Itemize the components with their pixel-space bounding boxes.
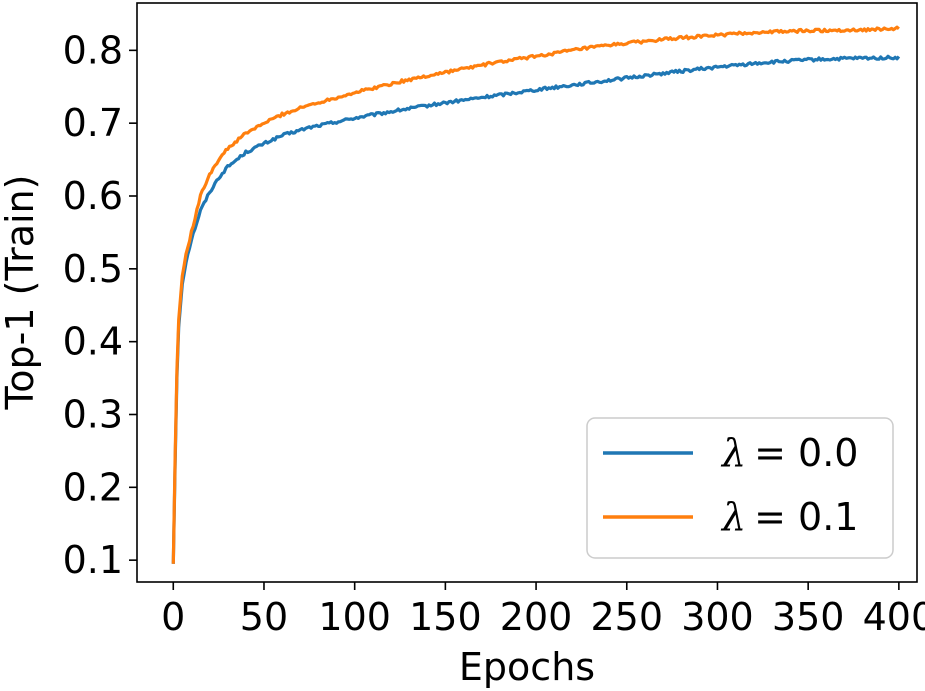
x-tick-label: 400 [863, 595, 925, 639]
y-tick-label: 0.5 [63, 247, 123, 291]
plot-area-frame [136, 2, 918, 583]
y-tick-label: 0.3 [63, 392, 123, 436]
y-tick-label: 0.1 [63, 538, 123, 582]
legend-symbol-1: λ [720, 495, 746, 539]
series-layer [171, 25, 901, 564]
legend: λ = 0.0 λ = 0.1 [586, 417, 894, 559]
series-line-1 [171, 25, 900, 564]
x-tick-label: 50 [240, 595, 288, 639]
x-tick-label: 300 [681, 595, 754, 639]
y-tick-label: 0.4 [63, 320, 123, 364]
series-line-0 [171, 54, 901, 564]
y-tick-label: 0.2 [63, 465, 123, 509]
x-axis-label: Epochs [459, 645, 595, 689]
y-axis-label: Top-1 (Train) [0, 175, 42, 411]
legend-value-0: = 0.0 [754, 431, 858, 475]
legend-value-1: = 0.1 [754, 495, 858, 539]
x-tick-label: 150 [409, 595, 482, 639]
x-tick-label: 100 [318, 595, 391, 639]
legend-label-lambda-0-0: λ = 0.0 [720, 431, 858, 475]
x-axis: 0 50 100 150 200 250 300 350 400 [161, 582, 925, 639]
legend-label-lambda-0-1: λ = 0.1 [720, 495, 858, 539]
x-tick-label: 250 [591, 595, 664, 639]
x-tick-label: 350 [772, 595, 845, 639]
y-tick-label: 0.8 [63, 28, 123, 72]
x-tick-label: 200 [500, 595, 573, 639]
x-tick-label: 0 [161, 595, 185, 639]
legend-symbol-0: λ [720, 431, 746, 475]
y-tick-label: 0.6 [63, 174, 123, 218]
y-tick-label: 0.7 [63, 101, 123, 145]
y-axis: 0.1 0.2 0.3 0.4 0.5 0.6 0.7 0.8 [63, 28, 137, 582]
